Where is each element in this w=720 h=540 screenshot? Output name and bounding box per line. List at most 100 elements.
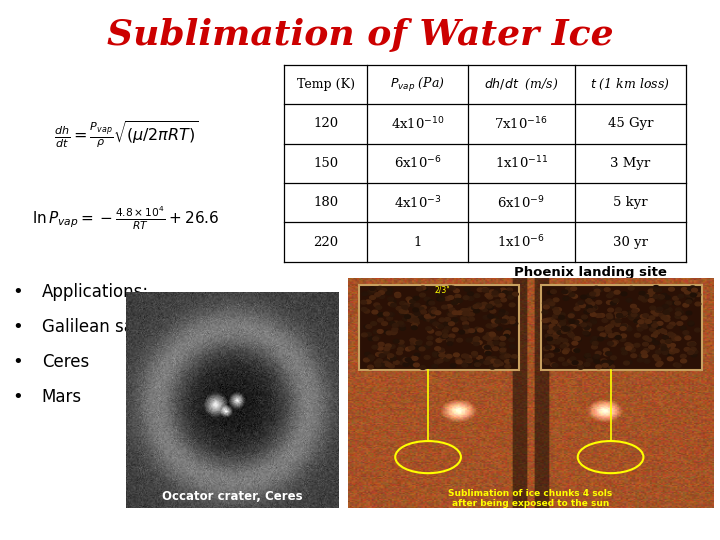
Circle shape [620,338,626,341]
Circle shape [364,358,369,362]
Circle shape [562,290,567,294]
Circle shape [567,361,572,364]
Circle shape [559,357,564,361]
Circle shape [390,345,395,348]
Circle shape [509,320,515,323]
Text: 220: 220 [313,235,338,249]
Circle shape [489,332,495,336]
Circle shape [649,316,654,320]
Circle shape [670,323,675,327]
Text: 6x10$^{-9}$: 6x10$^{-9}$ [498,194,545,211]
Circle shape [416,341,422,345]
Circle shape [460,316,467,320]
Circle shape [487,344,493,347]
Circle shape [554,349,560,352]
Text: 4x10$^{-3}$: 4x10$^{-3}$ [394,194,441,211]
Circle shape [608,365,615,369]
Circle shape [587,300,593,304]
Circle shape [508,295,513,299]
Circle shape [471,330,477,334]
Circle shape [544,354,550,358]
Circle shape [501,320,507,324]
Circle shape [510,359,516,363]
Text: Mars: Mars [42,388,82,406]
Circle shape [499,294,505,297]
Circle shape [638,320,644,323]
Circle shape [666,352,672,355]
Circle shape [594,360,600,363]
Circle shape [662,336,668,339]
Circle shape [629,348,636,352]
Circle shape [393,321,399,325]
Circle shape [390,300,396,303]
Circle shape [472,340,477,343]
Circle shape [412,314,418,318]
Circle shape [572,336,578,340]
Circle shape [413,296,419,300]
Circle shape [387,354,394,357]
Circle shape [393,361,400,365]
Circle shape [673,349,679,353]
Circle shape [401,309,407,313]
Circle shape [499,346,505,350]
Circle shape [593,356,598,360]
Circle shape [562,362,568,366]
Text: 1: 1 [413,235,422,249]
Circle shape [503,334,509,338]
Text: •: • [13,318,23,336]
Circle shape [685,336,690,340]
Circle shape [410,341,416,345]
Circle shape [426,327,431,330]
Circle shape [474,303,480,307]
Circle shape [385,358,391,362]
Circle shape [487,306,493,309]
Circle shape [500,347,506,350]
Circle shape [379,295,384,299]
Circle shape [387,355,394,359]
Circle shape [672,296,678,300]
Circle shape [368,337,374,341]
Circle shape [511,355,518,359]
Circle shape [595,365,602,369]
Circle shape [695,293,701,296]
Circle shape [608,316,613,320]
Circle shape [456,311,462,315]
Circle shape [558,322,564,326]
Circle shape [495,320,501,323]
Circle shape [675,312,681,315]
Circle shape [474,361,480,364]
Circle shape [477,360,483,364]
Circle shape [621,347,627,351]
Circle shape [571,287,577,291]
Circle shape [611,301,616,305]
Circle shape [443,322,449,326]
Circle shape [426,302,432,306]
Circle shape [464,329,469,333]
Circle shape [474,363,480,367]
Circle shape [683,303,689,307]
Circle shape [503,316,508,320]
Circle shape [606,352,611,355]
Circle shape [680,359,686,363]
Circle shape [391,303,397,307]
Circle shape [542,319,548,322]
Circle shape [639,296,644,300]
Circle shape [665,295,670,299]
Circle shape [567,327,573,330]
Circle shape [608,334,614,338]
Circle shape [682,359,688,363]
Circle shape [449,308,455,312]
Circle shape [573,361,579,365]
Circle shape [628,345,634,348]
Circle shape [598,337,603,341]
Circle shape [664,318,670,321]
Circle shape [482,288,488,292]
Circle shape [566,325,572,329]
Circle shape [572,341,577,345]
Circle shape [652,323,657,327]
Circle shape [477,288,483,292]
Circle shape [409,318,415,322]
Circle shape [395,294,401,298]
Circle shape [669,287,675,291]
Circle shape [444,318,450,321]
